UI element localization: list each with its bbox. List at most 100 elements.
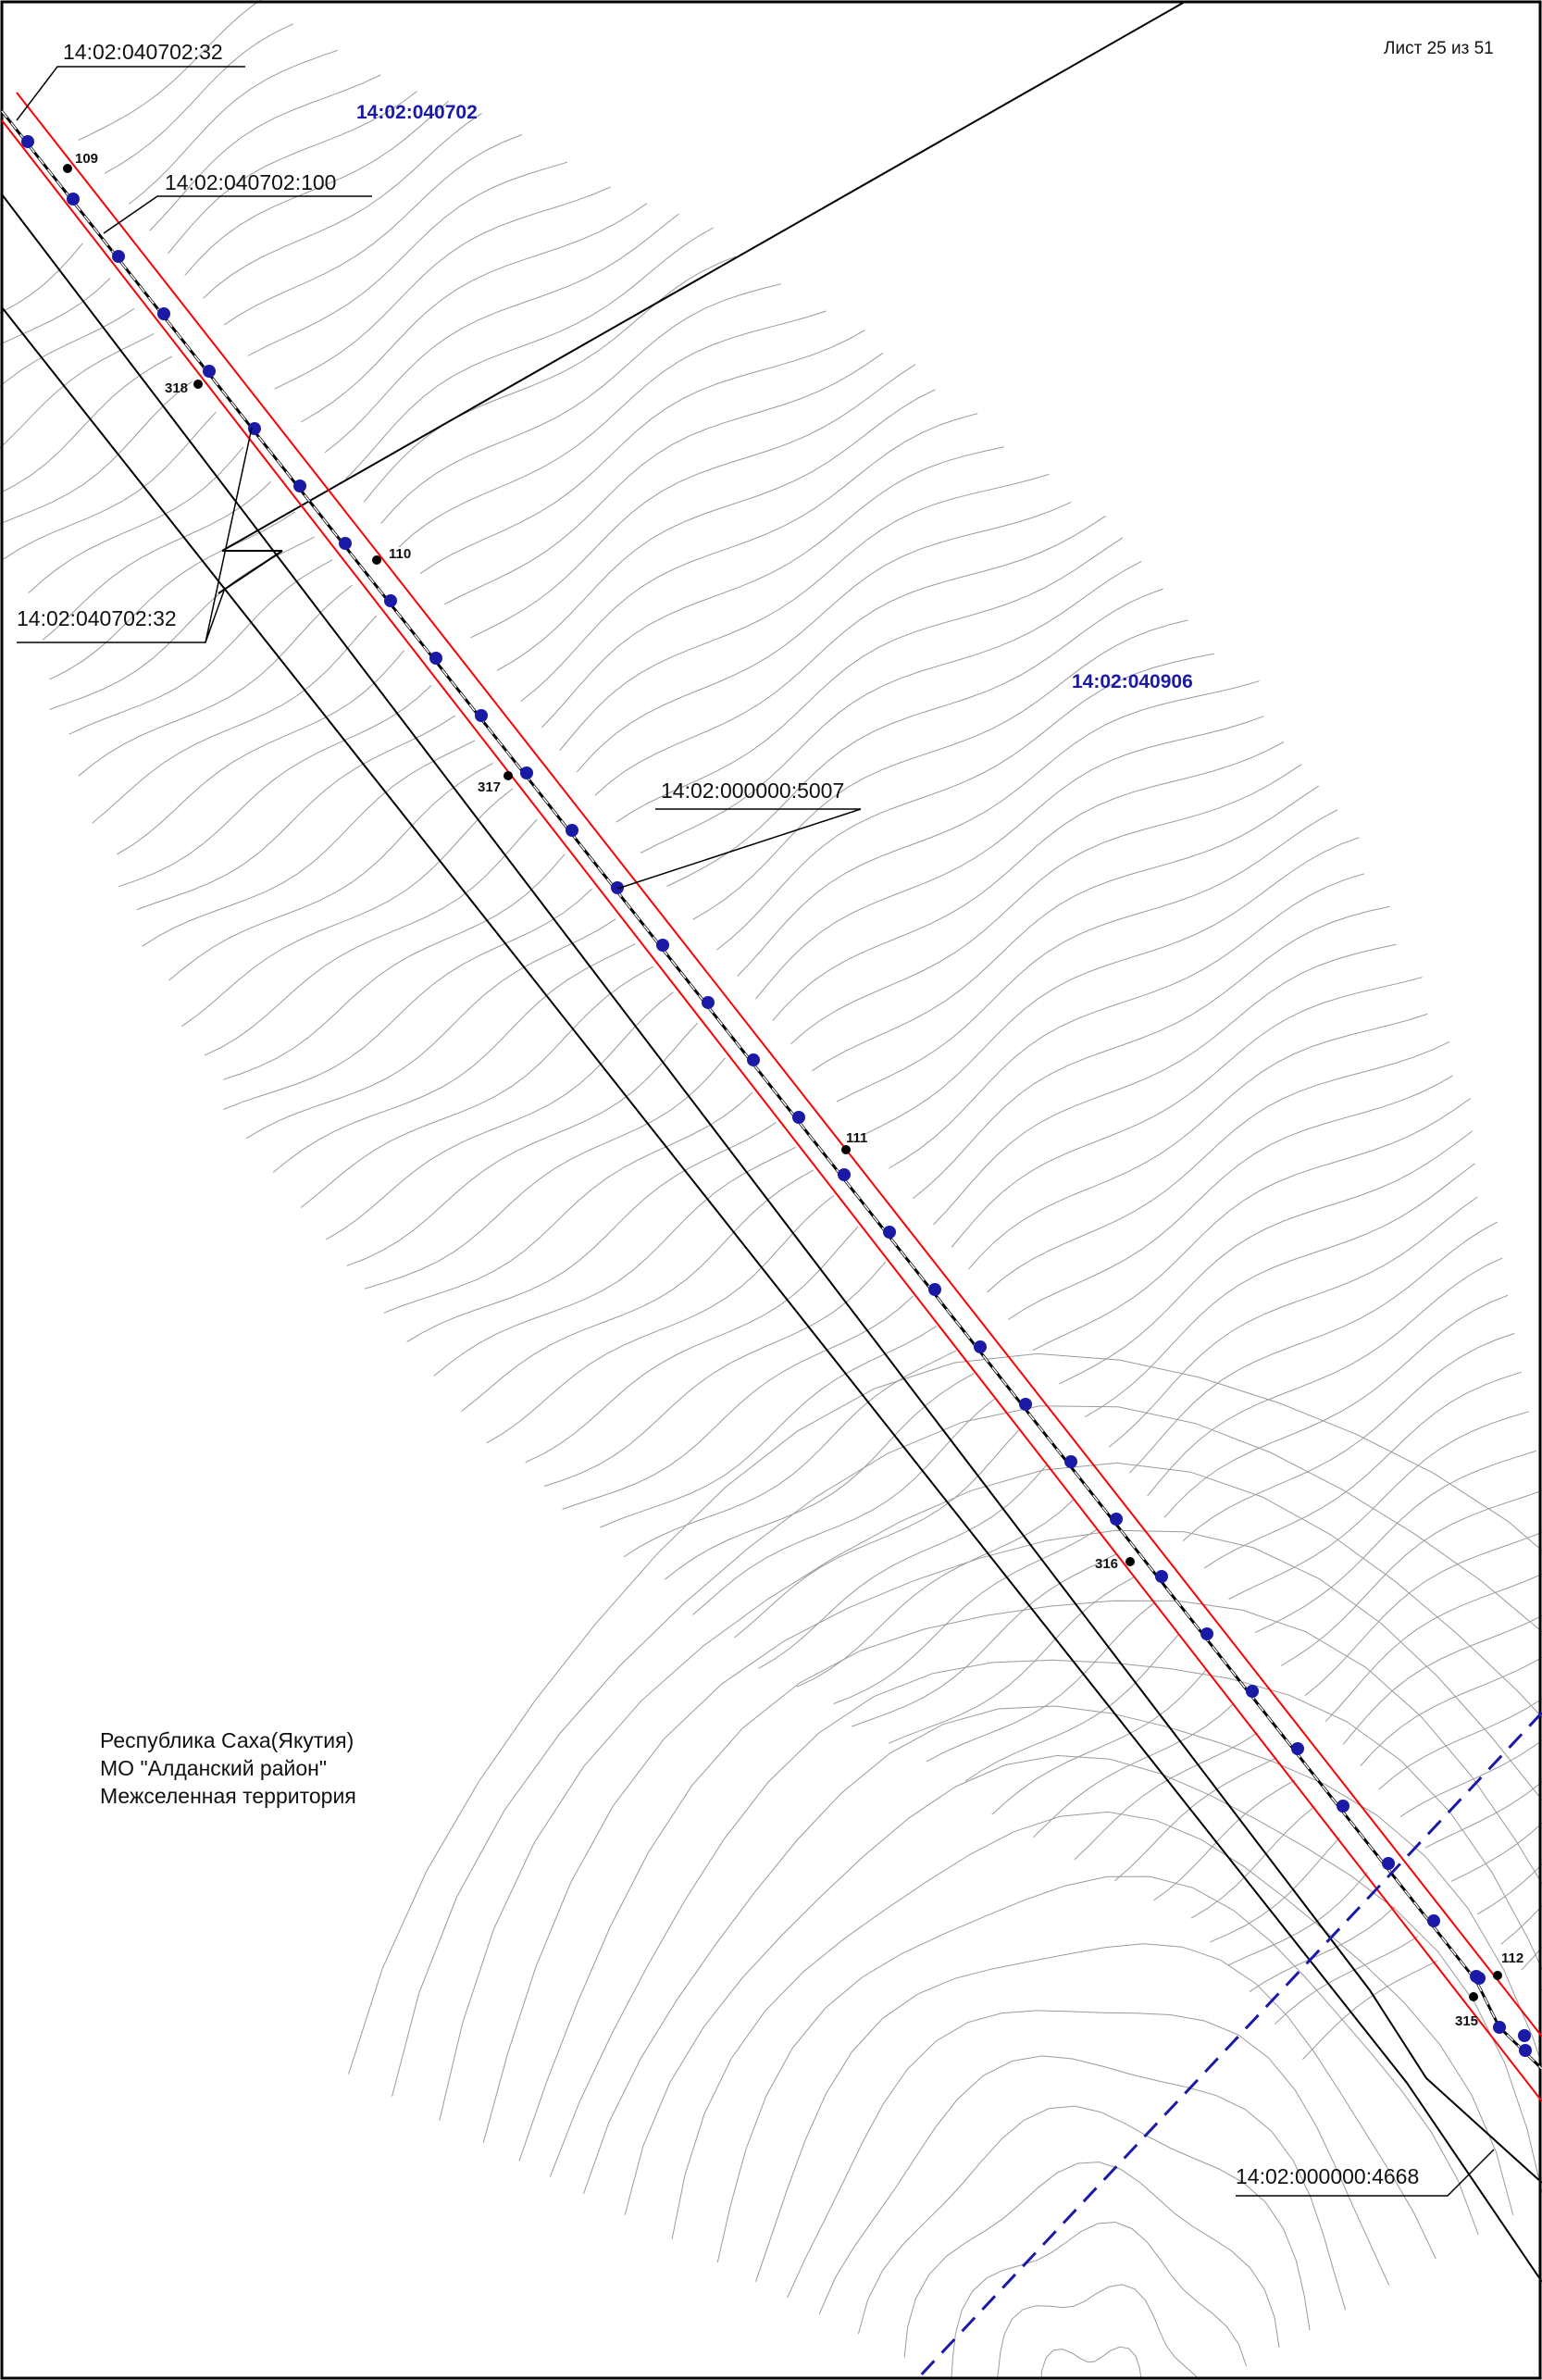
parcel-label-000000-5007: 14:02:000000:5007 [661,779,844,803]
callout-leader-parcel-040702-32-left-branch [205,590,225,643]
contour-line [812,785,1319,1072]
contour-line [1203,1371,1522,1569]
survey-points [63,164,1502,2001]
contour-line [616,537,1124,823]
route-vertex [656,939,669,952]
contour-line [889,873,1364,1169]
point-318-label: 318 [165,380,188,396]
route-vertex [1064,1455,1077,1468]
point-111-label: 111 [846,1130,867,1146]
contour-line [926,1601,1155,1763]
contour-line [1360,1656,1542,1767]
contour-line [903,2162,1280,2358]
route-vertex [429,652,442,665]
route-vertex [203,365,216,378]
contour-line [583,1705,1542,2195]
callout-leader-parcel-040702-100 [103,195,372,234]
contour-line [1108,1196,1478,1448]
contour-line [0,355,173,494]
contour-line [549,1659,1542,2177]
contour-line [1304,1531,1542,1697]
contour-line [324,213,679,454]
route-vertex [112,250,125,263]
callout-leader-parcel-000000-5007 [616,808,862,890]
contour-line [49,511,295,680]
parcel-callouts [16,66,1495,2197]
contour-line [665,1373,975,1580]
contour-line [248,161,568,356]
location-territory: Межселенная территория [100,1784,356,1808]
contour-line [223,134,523,326]
contour-line [300,203,648,423]
contour-line [383,1091,753,1314]
location-district: МО "Алданский район" [100,1756,327,1780]
point-110-label: 110 [389,546,411,562]
contour-line [365,1057,726,1290]
survey-point-labels: 109 318 110 317 111 316 112 315 [75,151,1523,2029]
route-vertex [475,709,488,722]
contour-line [1450,1822,1542,1882]
route-vertex [611,881,624,894]
contour-line [2,411,217,561]
contour-line [863,837,1360,1136]
route-vertex [1518,2029,1531,2042]
contour-line [833,1528,1098,1704]
contour-line [1114,1757,1277,1882]
contour-line [796,1499,1075,1688]
contour-line [0,307,135,388]
contour-line [951,977,1423,1248]
contour-line [168,763,493,981]
contour-line [559,473,1050,752]
contour-line [1032,1098,1472,1352]
contour-line [851,1553,1117,1727]
contour-line [461,1169,815,1412]
contour-line [363,255,737,503]
contour-line [968,1013,1428,1270]
contour-line [1249,1906,1396,1993]
contour-line [1274,1936,1419,2025]
contour-line [78,584,354,777]
point-315-label: 315 [1455,2013,1478,2029]
parcel-label-040702-32-top: 14:02:040702:32 [63,40,223,64]
contour-line [734,1429,1019,1639]
point-109-label: 109 [75,151,98,167]
contour-line [836,809,1338,1103]
zone-line-lower [1,119,1542,2102]
contour-line [772,741,1285,1021]
route-vertex [1200,1627,1213,1640]
parcel-label-040702-100: 14:02:040702:100 [165,170,336,194]
contour-line [168,91,417,255]
contour-line [933,943,1397,1226]
route-vertex [1110,1513,1123,1526]
contour-line [223,888,592,1110]
route-vertex [339,537,352,550]
contour-line [380,283,782,525]
route-vertex [1291,1742,1304,1755]
contour-line [991,1668,1208,1815]
point-109-marker [63,164,72,173]
callout-leader-parcel-040702-32-top [16,66,245,121]
cadastral-quarter-label-040702: 14:02:040702 [356,102,478,123]
point-316-marker [1125,1557,1135,1566]
route-vertex [1382,1857,1395,1870]
parcel-label-000000-4668: 14:02:000000:4668 [1236,2164,1419,2188]
route-vertex [1470,1970,1483,1983]
contour-line [486,1195,835,1444]
route-vertex [1337,1800,1349,1813]
contour-line [1085,1163,1475,1418]
contour-line [1147,1257,1503,1497]
contour-line [1128,1221,1498,1474]
contour-line [912,905,1390,1199]
route-vertex [883,1226,896,1239]
callout-leader-parcel-000000-4668 [1236,2149,1495,2197]
point-316-label: 316 [1095,1556,1118,1572]
route-vertex [702,996,715,1009]
contour-line [223,854,566,1080]
contour-line [128,49,338,205]
contour-line [28,446,244,593]
contour-line [181,788,514,1028]
point-112-marker [1493,1971,1502,1980]
